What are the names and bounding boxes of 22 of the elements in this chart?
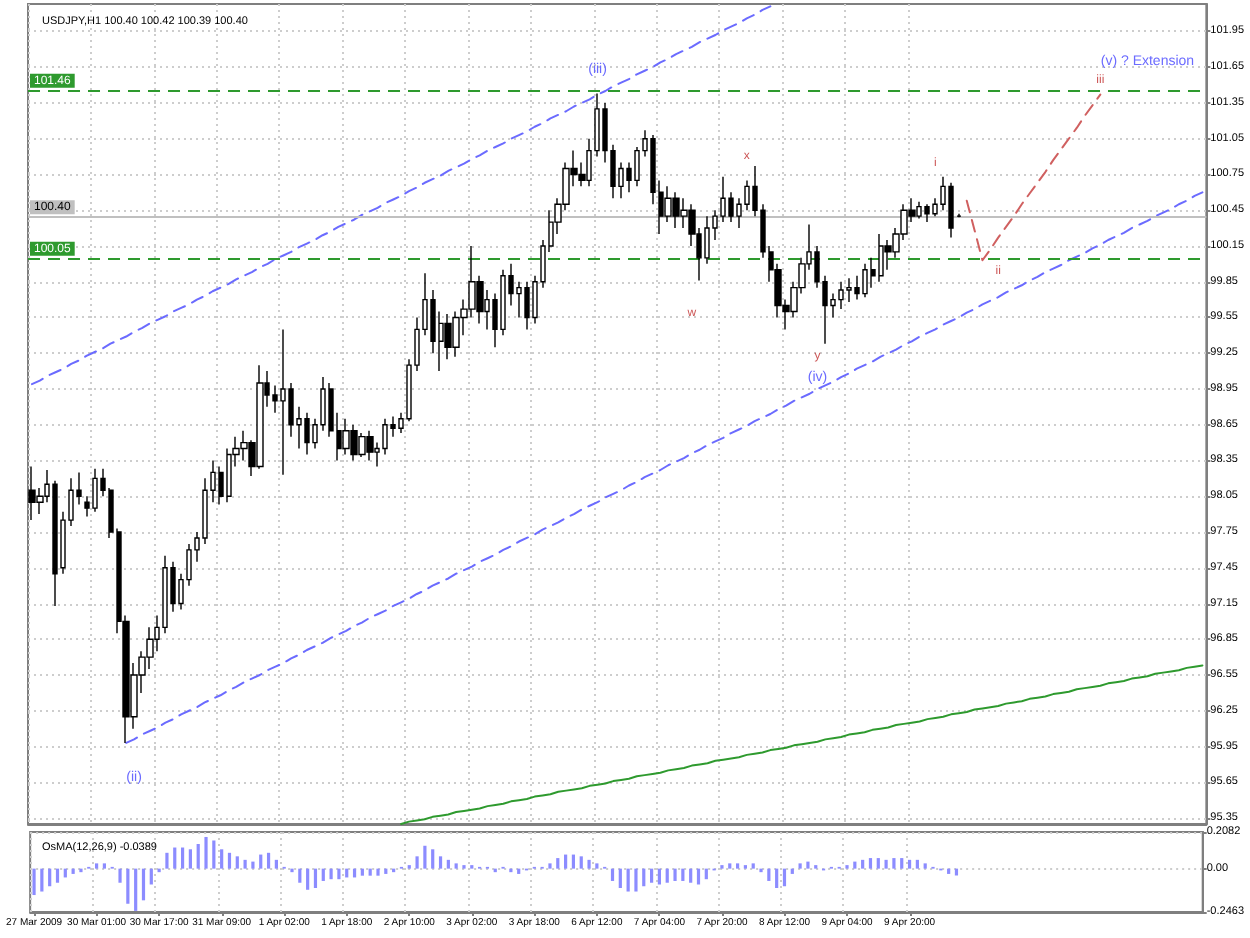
candlestick (342, 418, 350, 456)
candlestick (92, 468, 98, 513)
line-series (125, 191, 1204, 744)
candlestick (524, 281, 530, 331)
line-series (965, 93, 1102, 262)
line-series (30, 5, 772, 386)
candlestick (948, 182, 954, 239)
candlestick (878, 233, 884, 283)
candlestick (280, 328, 286, 476)
candlestick (924, 203, 930, 223)
candlestick (672, 191, 680, 229)
candlestick (28, 465, 36, 521)
line-series (400, 664, 1204, 825)
candlestick (846, 277, 852, 303)
candlestick (366, 429, 374, 462)
candlestick (350, 424, 358, 462)
candlestick (862, 263, 868, 298)
candlestick (256, 364, 264, 470)
candlestick (358, 432, 366, 458)
candlestick (838, 281, 844, 310)
candlestick (916, 201, 922, 220)
candlestick (304, 412, 310, 456)
